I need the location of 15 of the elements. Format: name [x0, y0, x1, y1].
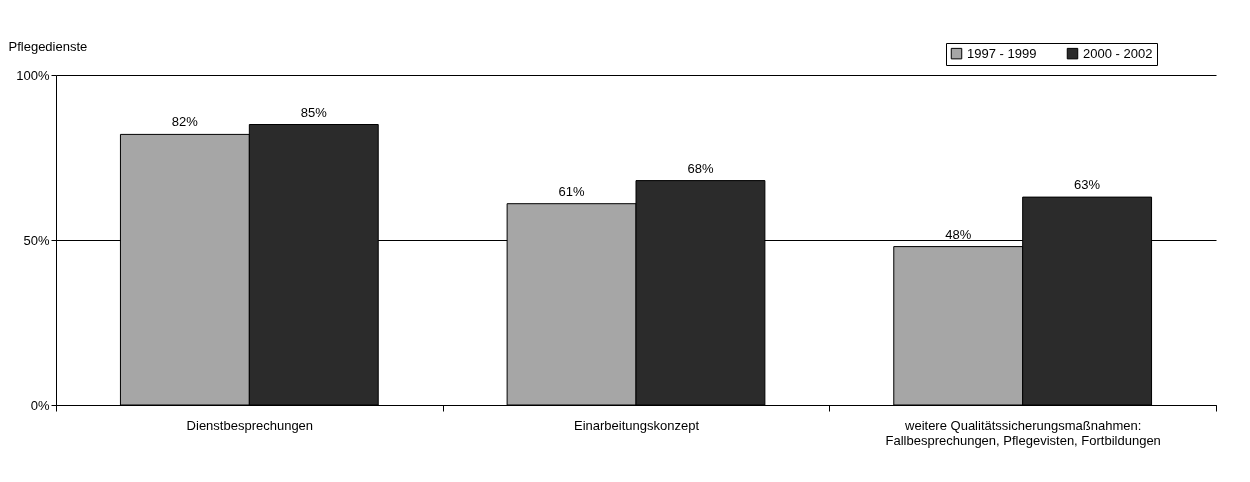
data-label: 48% [945, 226, 972, 242]
y-tick-label: 50% [23, 232, 50, 248]
legend-label: 2000 - 2002 [1083, 45, 1153, 61]
x-tick-label: weitere Qualitätssicherungsmaßnahmen: Fallbesprechungen, Pflegevisten, Fortbildungen [885, 417, 1161, 448]
y-tick-label: 0% [30, 397, 50, 413]
data-label: 61% [558, 183, 585, 199]
x-tick-label: Einarbeitungskonzept [573, 417, 700, 433]
data-label: 63% [1074, 177, 1101, 193]
y-tick-label: 100% [16, 67, 50, 83]
data-label: 68% [687, 160, 714, 176]
data-label: 85% [300, 104, 328, 120]
y-axis-title: Pflegedienste [8, 38, 88, 54]
legend-label: 1997 - 1999 [967, 45, 1037, 61]
data-label: 82% [171, 114, 199, 130]
x-tick-label: Dienstbesprechungen [186, 417, 314, 433]
